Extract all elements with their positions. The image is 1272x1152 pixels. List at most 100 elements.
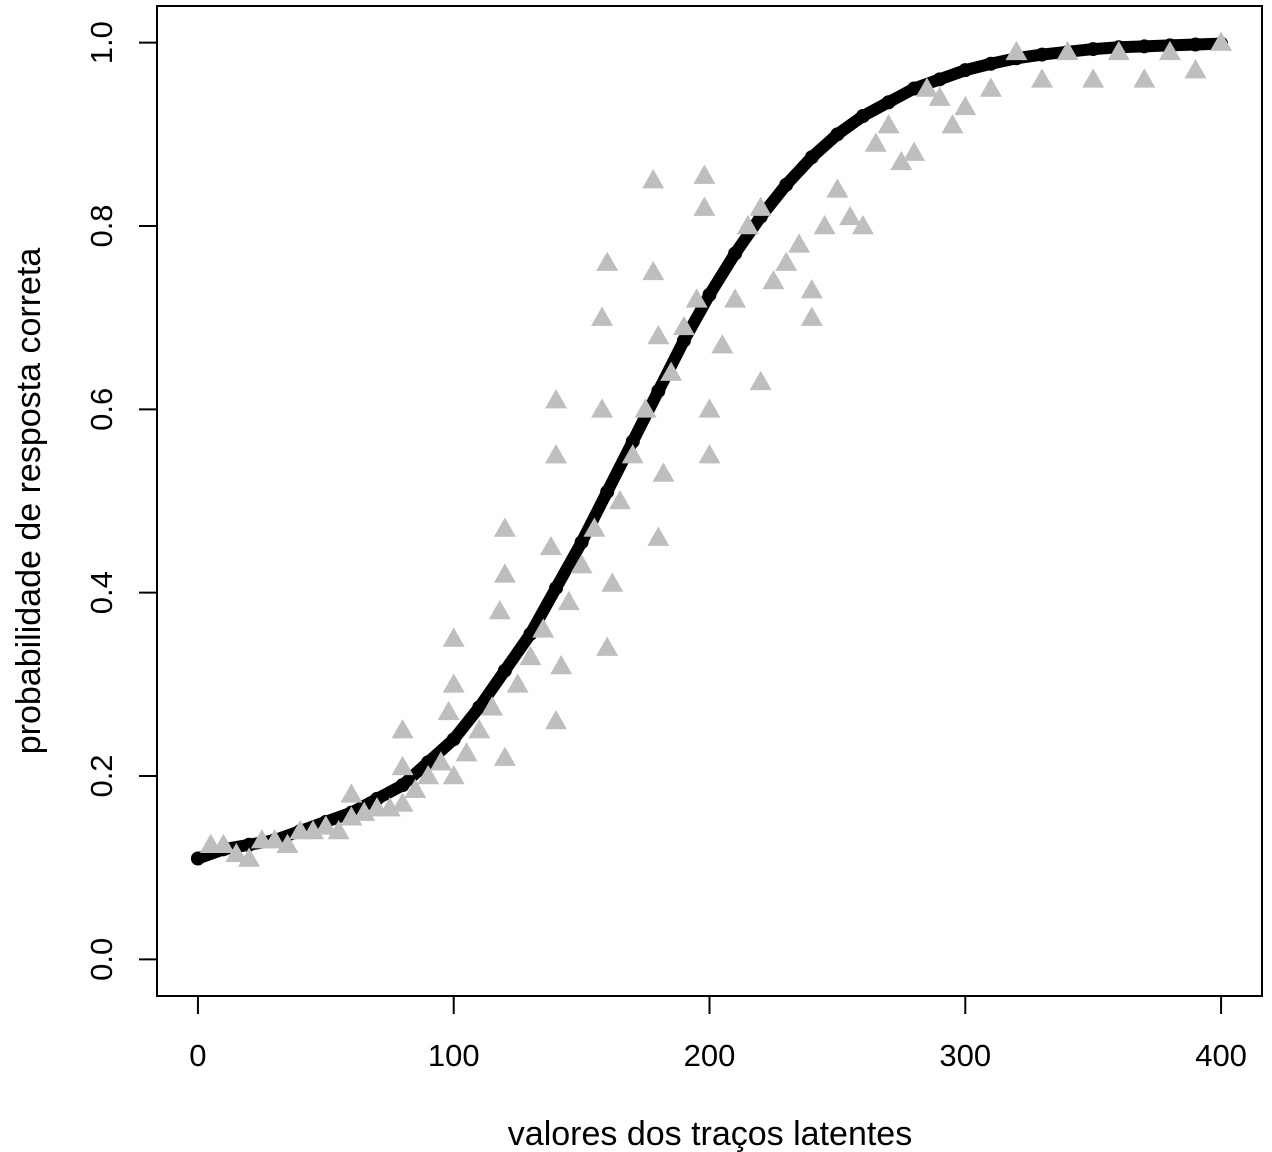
triangle-point — [915, 77, 938, 97]
triangle-point — [762, 270, 785, 290]
point — [421, 755, 436, 770]
y-tick-label: 0.0 — [84, 938, 119, 981]
triangle-point — [596, 636, 619, 656]
y-tick-label: 0.8 — [84, 204, 119, 247]
point — [804, 150, 819, 165]
triangle-point — [877, 114, 900, 134]
triangle-point — [979, 77, 1002, 97]
triangle-point — [519, 645, 542, 666]
y-tick-label: 0.2 — [84, 754, 119, 797]
triangle-point — [642, 260, 665, 281]
triangle-point — [506, 673, 529, 693]
x-tick-label: 400 — [1195, 1038, 1247, 1073]
triangle-point — [864, 132, 887, 152]
triangle-point — [596, 251, 619, 271]
triangle-point — [954, 95, 977, 116]
triangle-point — [903, 141, 926, 161]
triangle-point — [736, 215, 759, 235]
triangle-point — [608, 490, 631, 510]
x-tick-label: 200 — [684, 1038, 736, 1073]
point — [549, 581, 564, 596]
triangle-point — [711, 334, 734, 354]
triangle-point — [263, 829, 286, 849]
point — [932, 72, 947, 87]
triangle-point — [890, 150, 913, 171]
triangle-point — [404, 778, 427, 798]
triangle-point — [532, 618, 555, 638]
point — [1086, 42, 1101, 57]
triangle-point — [488, 600, 511, 620]
triangle-point — [647, 325, 670, 345]
triangle-point — [455, 742, 478, 762]
plot-box — [156, 5, 1263, 997]
triangle-point — [660, 361, 683, 381]
point — [497, 663, 512, 678]
triangle-point — [1005, 40, 1028, 61]
point — [625, 434, 640, 449]
triangle-point — [391, 755, 414, 776]
triangle-point — [851, 215, 874, 235]
triangle-point — [417, 765, 440, 785]
point — [830, 127, 845, 142]
triangle-point — [429, 751, 452, 771]
triangle-point — [493, 517, 516, 537]
triangle-point — [749, 196, 772, 216]
y-tick-label: 0.6 — [84, 388, 119, 431]
triangle-point — [493, 563, 516, 583]
triangle-point — [570, 554, 593, 574]
triangle-point — [493, 746, 516, 766]
x-tick-label: 100 — [428, 1038, 480, 1073]
triangle-point — [693, 196, 716, 216]
triangle-point — [468, 719, 491, 739]
point — [728, 246, 743, 261]
triangle-point — [1184, 59, 1207, 79]
triangle-point — [928, 86, 951, 106]
triangle-point — [724, 288, 747, 308]
point — [574, 535, 589, 550]
point — [1137, 39, 1152, 54]
triangle-point — [685, 288, 708, 308]
triangle-point — [775, 251, 798, 271]
point — [881, 95, 896, 110]
triangle-point — [698, 444, 721, 464]
triangle-point — [813, 215, 836, 235]
triangle-point — [481, 696, 504, 716]
triangle-point — [545, 444, 568, 464]
triangle-point — [437, 700, 460, 721]
point — [651, 384, 666, 398]
triangle-point — [634, 398, 657, 418]
y-tick-label: 0.4 — [84, 571, 119, 614]
x-tick-label: 0 — [189, 1038, 206, 1073]
triangle-point — [225, 842, 248, 863]
point — [958, 63, 973, 78]
triangle-point — [1133, 68, 1156, 88]
triangle-point — [601, 572, 624, 592]
triangle-point — [327, 820, 350, 840]
triangle-point — [800, 306, 823, 326]
triangle-point — [1107, 40, 1130, 61]
point — [446, 732, 461, 747]
triangle-point — [591, 306, 614, 326]
triangle-point — [314, 815, 337, 835]
x-tick-label: 300 — [939, 1038, 991, 1073]
triangle-point — [826, 178, 849, 198]
triangle-point — [442, 627, 465, 647]
triangle-point — [1082, 68, 1105, 88]
y-tick-label: 1.0 — [84, 21, 119, 64]
point — [1188, 37, 1203, 52]
triangle-point — [642, 169, 665, 189]
point — [395, 778, 410, 793]
triangle-point — [621, 444, 644, 464]
point — [190, 851, 205, 866]
x-axis-label: valores dos traços latentes — [508, 1115, 912, 1152]
triangle-point — [591, 398, 614, 418]
triangle-point — [391, 719, 414, 739]
point — [907, 81, 922, 96]
triangle-point — [839, 205, 862, 226]
triangle-point — [550, 655, 573, 675]
triangle-point — [749, 370, 772, 391]
triangle-point — [442, 673, 465, 693]
y-axis-label: probabilidade de resposta correta — [10, 248, 48, 755]
triangle-point — [698, 398, 721, 418]
